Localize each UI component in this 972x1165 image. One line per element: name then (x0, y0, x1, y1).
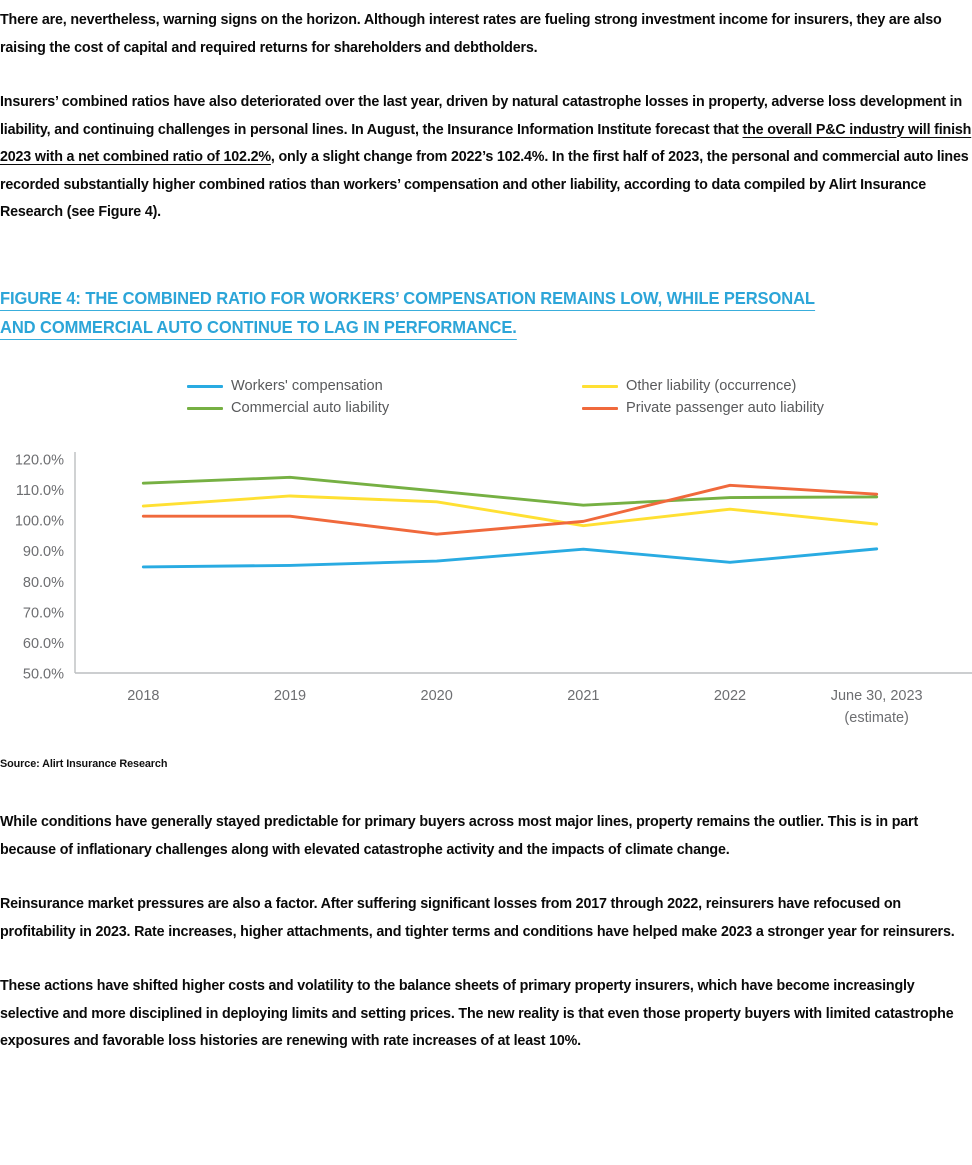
y-axis-tick-label: 100.0% (15, 514, 64, 530)
paragraph-spacer (0, 863, 972, 890)
figure-title-line-2: AND COMMERCIAL AUTO CONTINUE TO LAG IN P… (0, 313, 971, 342)
x-axis-tick-label: 2022 (714, 688, 746, 704)
figure-title-line-1-text: FIGURE 4: THE COMBINED RATIO FOR WORKERS… (0, 288, 815, 311)
legend-item-other-liability[interactable]: Other liability (occurrence) (582, 378, 947, 394)
series-line-3 (141, 483, 879, 536)
y-axis-tick-label: 90.0% (23, 544, 64, 560)
x-axis-tick-label: 2018 (127, 688, 159, 704)
paragraph-4: Reinsurance market pressures are also a … (0, 890, 972, 945)
legend-label: Commercial auto liability (231, 400, 390, 416)
text-run: There are, nevertheless, warning signs o… (0, 11, 942, 56)
bottom-paragraphs-block: While conditions have generally stayed p… (0, 808, 972, 1055)
chart-canvas: 120.0% 110.0% 100.0% 90.0% 80.0% 70.0% 60.0% 50… (15, 452, 972, 726)
legend-item-commercial-auto-liability[interactable]: Commercial auto liability (187, 400, 582, 416)
y-axis-tick-label: 110.0% (16, 483, 64, 499)
figure-title-line-2-text: AND COMMERCIAL AUTO CONTINUE TO LAG IN P… (0, 317, 517, 340)
text-run: While conditions have generally stayed p… (0, 813, 919, 858)
y-axis-tick-label: 70.0% (23, 605, 64, 621)
legend-line-icon (582, 384, 618, 388)
paragraph-2: Insurers’ combined ratios have also dete… (0, 88, 972, 226)
legend-label: Private passenger auto liability (626, 400, 824, 416)
top-paragraphs-block: There are, nevertheless, warning signs o… (0, 6, 972, 226)
paragraph-3: While conditions have generally stayed p… (0, 808, 972, 863)
legend-item-private-passenger-auto-liability[interactable]: Private passenger auto liability (582, 400, 947, 416)
series-line-0 (141, 547, 879, 569)
chart-legend: Workers' compensation Other liability (o… (187, 378, 947, 416)
y-axis-tick-label: 120.0% (15, 453, 64, 469)
series-line-1 (141, 494, 879, 528)
y-axis-tick-label: 60.0% (23, 636, 64, 652)
paragraph-spacer (0, 945, 972, 972)
paragraph-1: There are, nevertheless, warning signs o… (0, 6, 972, 61)
paragraph-5: These actions have shifted higher costs … (0, 972, 972, 1055)
y-axis-tick-label: 50.0% (23, 667, 64, 683)
x-axis-tick-sublabel: (estimate) (844, 710, 908, 726)
x-axis-tick-label: 2019 (274, 688, 306, 704)
text-run: Insurers’ combined ratios have also dete… (0, 93, 963, 138)
text-run: , only a slight change from 2022’s 102.4… (0, 148, 969, 220)
line-chart: 120.0% 110.0% 100.0% 90.0% 80.0% 70.0% 60.0% 50… (0, 442, 972, 732)
legend-line-icon (187, 406, 223, 410)
legend-label: Other liability (occurrence) (626, 378, 797, 394)
legend-item-workers-compensation[interactable]: Workers' compensation (187, 378, 582, 394)
text-run: Reinsurance market pressures are also a … (0, 895, 955, 940)
legend-line-icon (582, 406, 618, 410)
figure-source: Source: Alirt Insurance Research (0, 758, 168, 770)
figure-title-block: FIGURE 4: THE COMBINED RATIO FOR WORKERS… (0, 284, 972, 342)
y-axis-tick-label: 80.0% (23, 575, 64, 591)
x-axis-tick-label: 2021 (567, 688, 599, 704)
emphasized-text: the overall P&C industry will finish 202… (0, 120, 972, 166)
legend-label: Workers' compensation (231, 378, 383, 394)
figure-title-line-1: FIGURE 4: THE COMBINED RATIO FOR WORKERS… (0, 284, 971, 313)
paragraph-spacer (0, 61, 972, 88)
text-run: These actions have shifted higher costs … (0, 977, 954, 1049)
figure-source-block: Source: Alirt Insurance Research (0, 758, 176, 770)
x-axis-tick-label: June 30, 2023 (831, 688, 923, 704)
series-line-2 (141, 475, 879, 507)
legend-line-icon (187, 384, 223, 388)
x-axis-tick-label: 2020 (421, 688, 453, 704)
